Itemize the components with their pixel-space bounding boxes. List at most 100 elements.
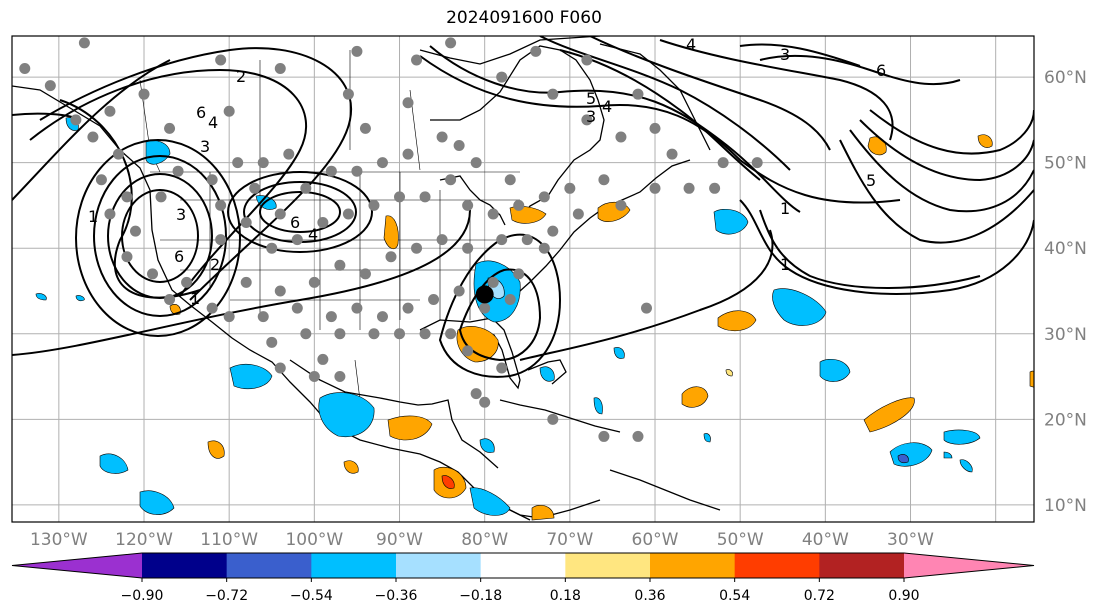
colorbar-tick-label: −0.72 [205, 588, 248, 604]
station-dot [351, 165, 363, 177]
colorbar-tick-label: 0.54 [719, 588, 750, 604]
station-dot [402, 148, 414, 160]
station-dot [581, 54, 593, 66]
station-dot [283, 148, 295, 160]
contour-label: 1 [780, 255, 790, 274]
station-dot [496, 362, 508, 374]
colorbar-tick-label: 0.18 [550, 588, 581, 604]
colorbar-tick-label: −0.36 [375, 588, 418, 604]
map-title: 2024091600 F060 [446, 8, 602, 28]
station-dot [462, 242, 474, 254]
station-dot [419, 328, 431, 340]
station-dot [462, 199, 474, 211]
station-dot [402, 97, 414, 109]
station-dot [487, 208, 499, 220]
station-dot [547, 225, 559, 237]
station-dot [334, 328, 346, 340]
station-dot [717, 157, 729, 169]
station-dot [334, 259, 346, 271]
station-dot [462, 345, 474, 357]
station-dot [172, 165, 184, 177]
station-dot [164, 294, 176, 306]
contour-label: 3 [780, 45, 790, 64]
station-dot [87, 131, 99, 143]
station-dot [342, 88, 354, 100]
station-dot [215, 54, 227, 66]
contour-label: 4 [602, 97, 612, 116]
station-dot [411, 54, 423, 66]
station-dot [249, 182, 261, 194]
station-dot [112, 148, 124, 160]
station-dot [436, 131, 448, 143]
latitude-tick-labels: 60°N 50°N 40°N 30°N 20°N 10°N [1044, 68, 1087, 516]
station-dot [104, 105, 116, 117]
station-dot [138, 88, 150, 100]
lon-tick-label: 30°W [887, 530, 934, 550]
lon-tick-label: 100°W [285, 530, 343, 550]
station-dot [479, 396, 491, 408]
lon-tick-label: 40°W [802, 530, 849, 550]
station-dot [615, 131, 627, 143]
station-dot [428, 294, 440, 306]
station-dot [453, 285, 465, 297]
station-dot [291, 302, 303, 314]
station-dot [538, 242, 550, 254]
colorbar-tick-label: 0.36 [634, 588, 665, 604]
contour-label: 6 [174, 247, 184, 266]
lon-tick-label: 130°W [30, 530, 88, 550]
station-dot [274, 285, 286, 297]
lon-tick-label: 110°W [200, 530, 258, 550]
station-dot [368, 199, 380, 211]
lat-tick-label: 50°N [1044, 154, 1087, 174]
lon-tick-label: 80°W [461, 530, 508, 550]
station-dot [709, 182, 721, 194]
station-dot [376, 157, 388, 169]
contour-label: 6 [196, 103, 206, 122]
station-dot [240, 217, 252, 229]
station-dot [666, 148, 678, 160]
station-dot [394, 328, 406, 340]
station-dot [274, 362, 286, 374]
station-dot [504, 294, 516, 306]
map-area [12, 36, 1034, 522]
station-dot [521, 234, 533, 246]
lon-tick-label: 60°W [632, 530, 679, 550]
station-dot [274, 63, 286, 75]
station-dot [487, 276, 499, 288]
colorbar-segment [396, 553, 482, 578]
station-dot [564, 182, 576, 194]
station-dot [411, 242, 423, 254]
contour-label: 4 [208, 113, 218, 132]
lon-tick-label: 120°W [115, 530, 173, 550]
station-dot [402, 302, 414, 314]
colorbar-segment [819, 553, 905, 578]
station-dot [266, 336, 278, 348]
contour-label: 1 [780, 199, 790, 218]
colorbar-extend-low [12, 553, 142, 578]
station-dot [257, 311, 269, 323]
station-dot [504, 174, 516, 186]
colorbar-segment [311, 553, 397, 578]
colorbar-tick-labels: −0.90 −0.72 −0.54 −0.36 −0.18 0.18 0.36 0.54 0.7… [121, 578, 920, 604]
station-dot [359, 268, 371, 280]
colorbar-segment [650, 553, 736, 578]
station-dot [257, 157, 269, 169]
station-dot [317, 353, 329, 365]
contour-label: 5 [586, 89, 596, 108]
station-dot [164, 122, 176, 134]
station-dot [206, 302, 218, 314]
station-dot [70, 114, 82, 126]
colorbar [11, 552, 1035, 579]
station-dot [470, 388, 482, 400]
colorbar-segment [142, 553, 228, 578]
station-dot [445, 174, 457, 186]
colorbar-tick-label: 0.90 [888, 588, 919, 604]
station-dot [325, 311, 337, 323]
contour-lines [12, 36, 1034, 378]
colorbar-tick-label: −0.54 [290, 588, 333, 604]
station-dot [445, 37, 457, 49]
station-dot [232, 157, 244, 169]
station-dot [104, 208, 116, 220]
station-dot [44, 80, 56, 92]
contour-label: 3 [200, 137, 210, 156]
